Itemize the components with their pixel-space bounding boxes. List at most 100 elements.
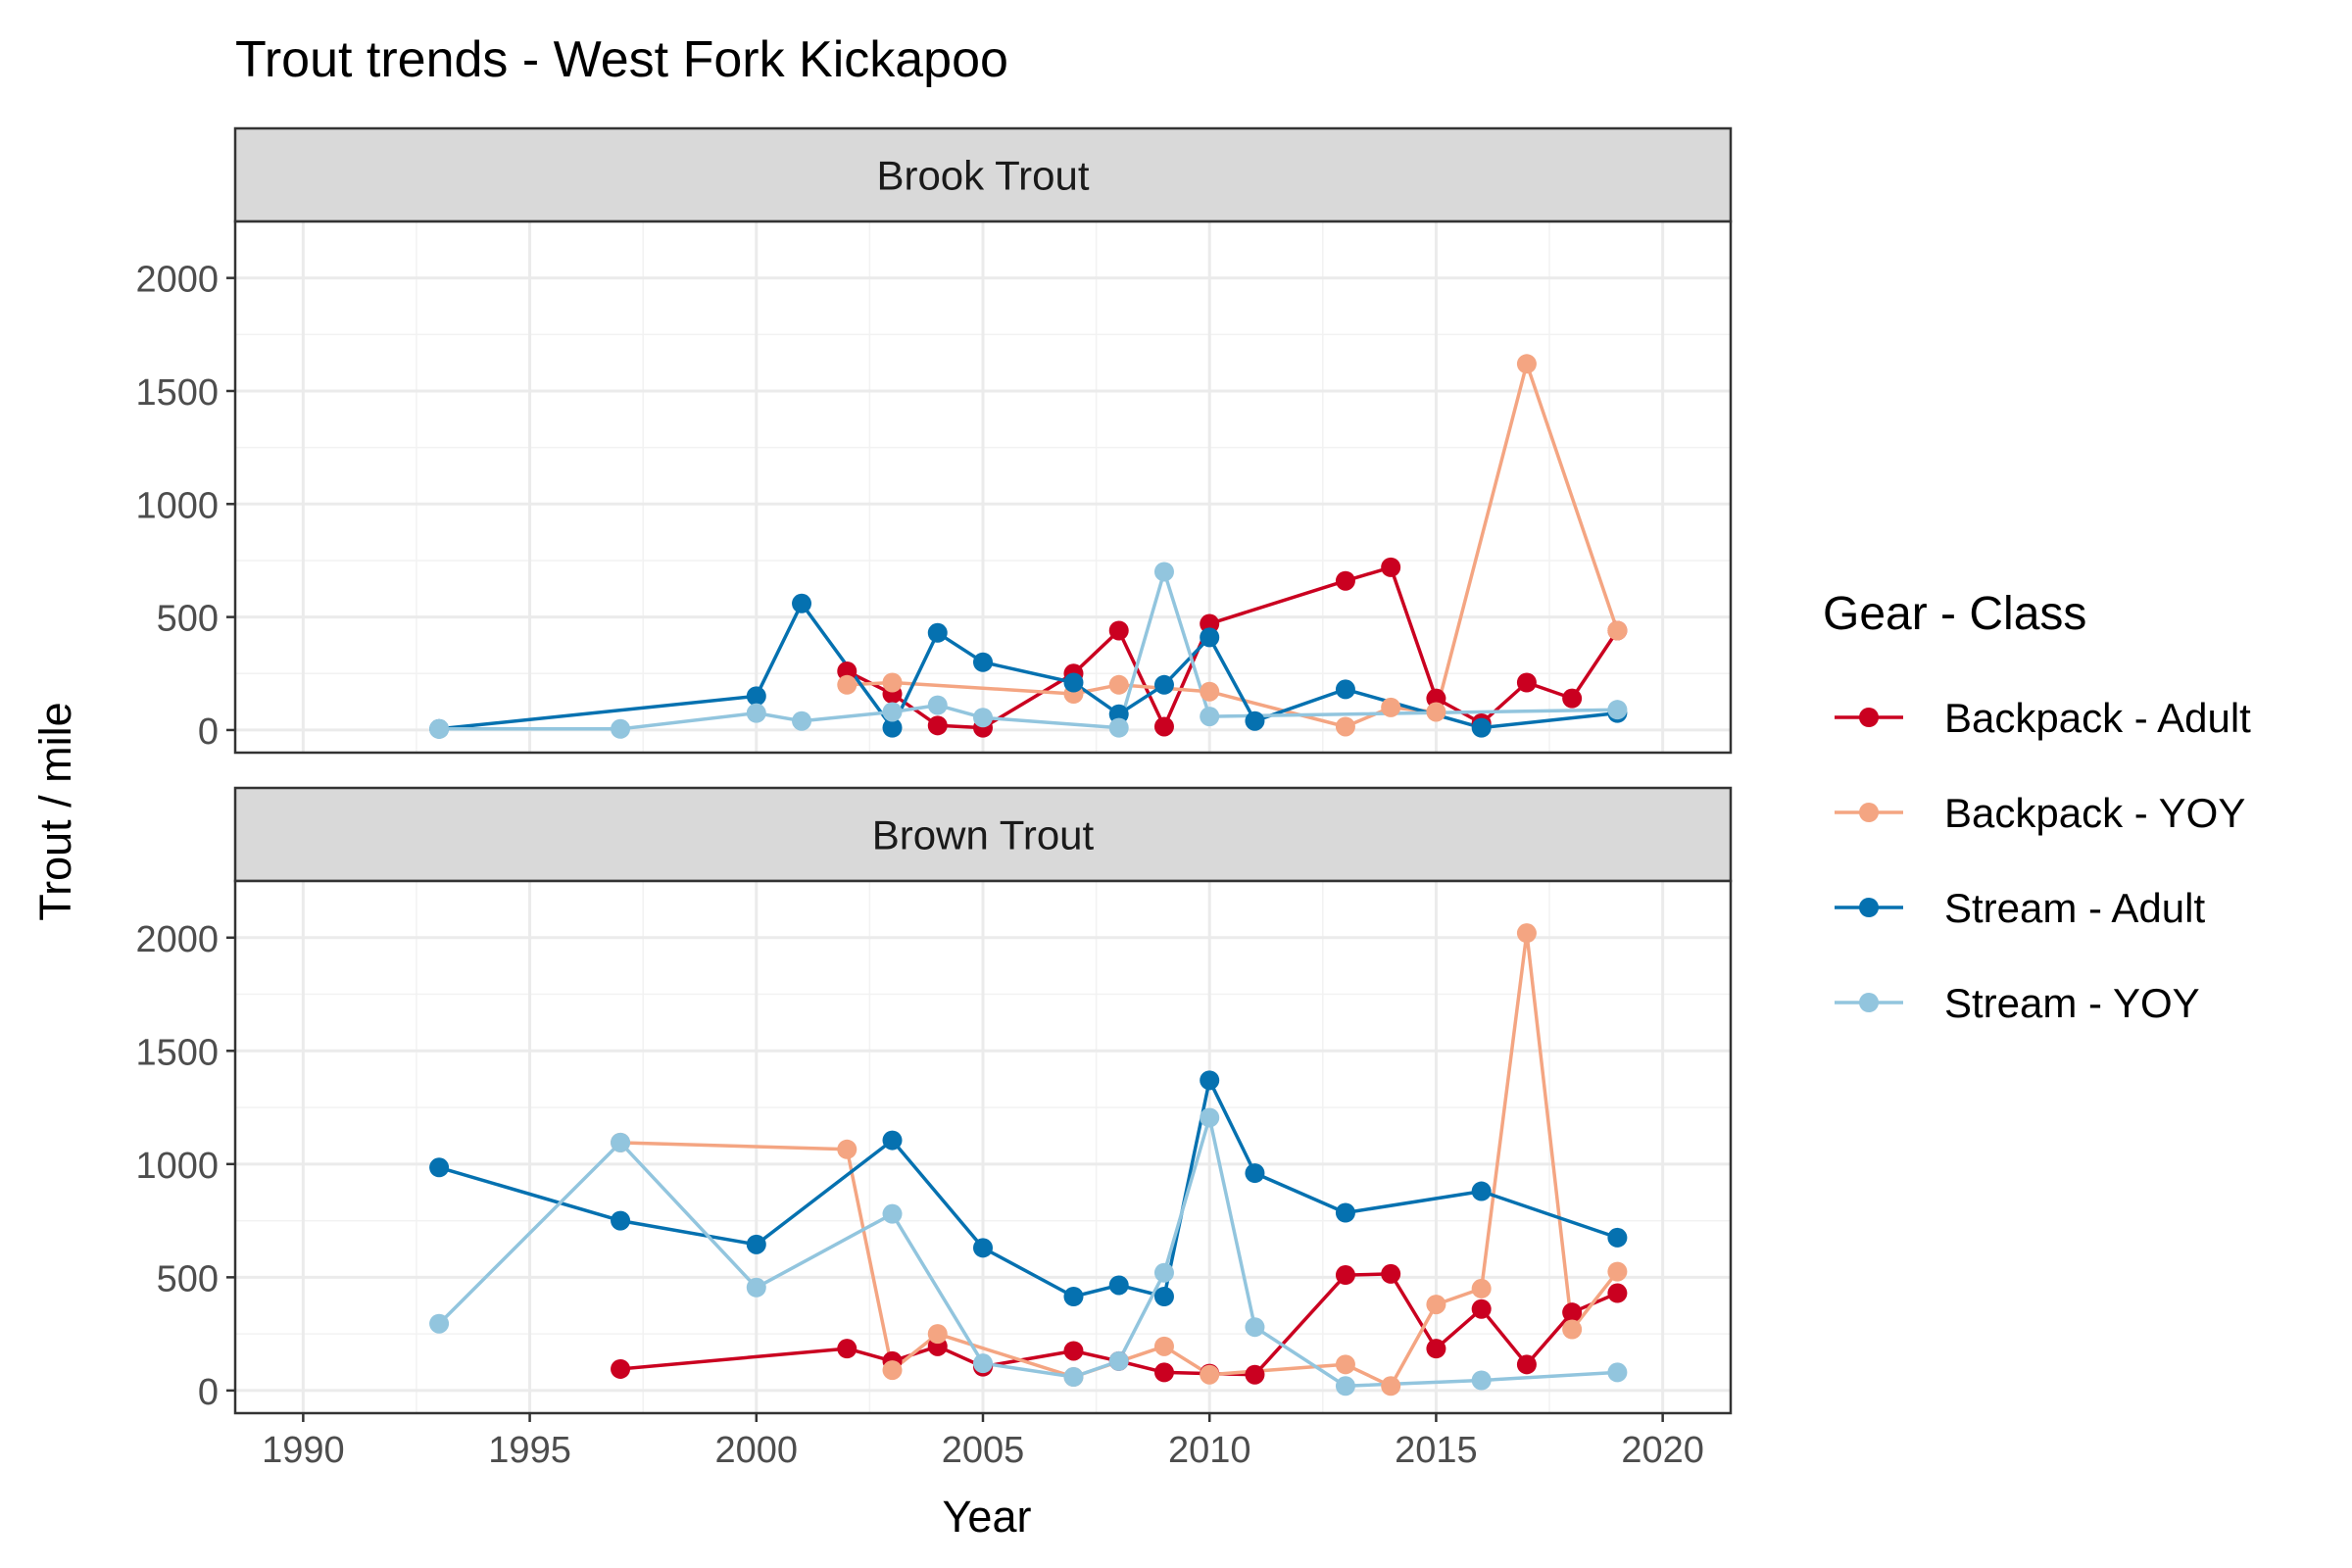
x-tick-label: 1995 bbox=[488, 1430, 571, 1471]
data-point-stream-yoy bbox=[927, 695, 948, 715]
data-point-backpack-yoy bbox=[1562, 1319, 1583, 1340]
data-point-backpack-yoy bbox=[1335, 1354, 1355, 1375]
data-point-backpack-yoy bbox=[1335, 716, 1355, 737]
data-point-stream-adult bbox=[882, 1130, 903, 1151]
data-point-stream-yoy bbox=[973, 1353, 993, 1374]
data-point-backpack-yoy bbox=[1516, 923, 1537, 944]
data-point-backpack-adult bbox=[1200, 613, 1220, 634]
y-tick-label: 0 bbox=[198, 1372, 219, 1413]
data-point-stream-yoy bbox=[611, 718, 631, 739]
legend-label: Backpack - YOY bbox=[1944, 790, 2245, 836]
data-point-stream-yoy bbox=[882, 702, 903, 722]
data-point-stream-yoy bbox=[1153, 562, 1174, 582]
series-line-stream-adult bbox=[438, 602, 1618, 731]
data-point-stream-adult bbox=[1200, 1070, 1220, 1091]
data-point-backpack-yoy bbox=[1381, 1376, 1401, 1396]
data-point-stream-adult bbox=[1607, 1227, 1628, 1248]
data-point-stream-yoy bbox=[1108, 1350, 1129, 1371]
data-point-stream-yoy bbox=[973, 708, 993, 728]
data-point-backpack-yoy bbox=[1381, 697, 1401, 717]
data-point-backpack-adult bbox=[1607, 1283, 1628, 1303]
y-tick-label: 1000 bbox=[135, 485, 219, 526]
facet-brook-trout: Brook Trout 0 500 1000 1500 2000 bbox=[135, 126, 1733, 755]
data-point-backpack-yoy bbox=[1516, 354, 1537, 374]
data-point-backpack-yoy bbox=[837, 1139, 858, 1159]
data-point-stream-yoy bbox=[1200, 707, 1220, 727]
facet-brown-trout: Brown Trout 0 500 1000 1500 2000 bbox=[135, 786, 1733, 1415]
y-tick-label: 0 bbox=[198, 711, 219, 753]
data-point-stream-adult bbox=[973, 652, 993, 672]
data-point-backpack-yoy bbox=[1200, 681, 1220, 702]
data-point-backpack-yoy bbox=[1607, 620, 1628, 641]
panel-border bbox=[233, 220, 1733, 755]
data-point-backpack-adult bbox=[837, 1339, 858, 1359]
data-point-stream-adult bbox=[1200, 627, 1220, 648]
legend-item-backpack-yoy: Backpack - YOY bbox=[1835, 790, 2245, 836]
data-point-stream-adult bbox=[1063, 1287, 1084, 1307]
legend-item-stream-yoy: Stream - YOY bbox=[1835, 980, 2200, 1026]
legend-label: Backpack - Adult bbox=[1944, 695, 2251, 741]
data-point-backpack-adult bbox=[1562, 1302, 1583, 1323]
data-point-backpack-adult bbox=[1381, 1263, 1401, 1284]
data-point-stream-yoy bbox=[746, 703, 766, 723]
data-point-backpack-adult bbox=[1153, 716, 1174, 737]
data-point-backpack-adult bbox=[1516, 672, 1537, 693]
data-point-stream-adult bbox=[1108, 704, 1129, 724]
data-point-stream-adult bbox=[792, 593, 812, 613]
y-tick-label: 2000 bbox=[135, 919, 219, 960]
data-point-stream-adult bbox=[1108, 1275, 1129, 1296]
data-point-stream-adult bbox=[1471, 1181, 1492, 1201]
data-point-backpack-adult bbox=[1153, 1362, 1174, 1383]
data-point-stream-yoy bbox=[1471, 1370, 1492, 1391]
data-point-stream-adult bbox=[1245, 710, 1265, 731]
legend-key-point bbox=[1859, 993, 1879, 1012]
series-line-backpack-yoy bbox=[847, 362, 1620, 729]
legend-key-point bbox=[1859, 708, 1879, 727]
legend-label: Stream - YOY bbox=[1944, 980, 2200, 1026]
data-point-backpack-adult bbox=[1381, 557, 1401, 577]
y-tick-label: 2000 bbox=[135, 260, 219, 301]
facet-label: Brown Trout bbox=[872, 812, 1095, 858]
x-axis-label: Year bbox=[943, 1492, 1032, 1542]
data-point-backpack-adult bbox=[1063, 1341, 1084, 1361]
data-point-backpack-yoy bbox=[1153, 1336, 1174, 1356]
facet-label: Brook Trout bbox=[876, 153, 1089, 199]
data-point-backpack-adult bbox=[1245, 1364, 1265, 1385]
data-point-backpack-yoy bbox=[1200, 1364, 1220, 1385]
data-point-stream-yoy bbox=[1335, 1376, 1355, 1396]
data-point-backpack-yoy bbox=[837, 674, 858, 695]
data-point-stream-yoy bbox=[1607, 700, 1628, 720]
data-point-stream-adult bbox=[1063, 672, 1084, 693]
x-tick-label: 2000 bbox=[715, 1430, 799, 1471]
data-point-stream-yoy bbox=[1063, 1367, 1084, 1388]
data-point-stream-yoy bbox=[611, 1132, 631, 1152]
x-tick-label: 2020 bbox=[1621, 1430, 1704, 1471]
legend-key-point bbox=[1859, 803, 1879, 822]
data-point-stream-adult bbox=[1245, 1163, 1265, 1184]
data-point-backpack-yoy bbox=[882, 672, 903, 693]
data-point-stream-yoy bbox=[1245, 1317, 1265, 1338]
legend-item-stream-adult: Stream - Adult bbox=[1835, 885, 2205, 931]
x-tick-label: 2015 bbox=[1395, 1430, 1478, 1471]
data-point-backpack-adult bbox=[927, 715, 948, 736]
data-point-backpack-adult bbox=[1516, 1354, 1537, 1375]
x-tick-label: 1990 bbox=[262, 1430, 345, 1471]
data-point-backpack-adult bbox=[1562, 688, 1583, 709]
data-point-stream-adult bbox=[746, 686, 766, 707]
legend-label: Stream - Adult bbox=[1944, 885, 2205, 931]
data-point-stream-yoy bbox=[792, 710, 812, 731]
x-tick-label: 2005 bbox=[942, 1430, 1025, 1471]
facet-strip bbox=[233, 786, 1733, 883]
data-point-stream-adult bbox=[1335, 679, 1355, 700]
data-point-stream-adult bbox=[1335, 1202, 1355, 1223]
data-point-stream-adult bbox=[973, 1238, 993, 1258]
data-point-stream-adult bbox=[927, 622, 948, 643]
legend-key-point bbox=[1859, 898, 1879, 917]
y-tick-label: 500 bbox=[157, 1258, 219, 1299]
data-point-stream-adult bbox=[611, 1210, 631, 1231]
data-point-backpack-adult bbox=[1108, 620, 1129, 641]
data-point-backpack-adult bbox=[1335, 1265, 1355, 1286]
facets-layer: Brook Trout 0 500 1000 1500 2000 Brown Trout 0 5… bbox=[135, 126, 1733, 1415]
